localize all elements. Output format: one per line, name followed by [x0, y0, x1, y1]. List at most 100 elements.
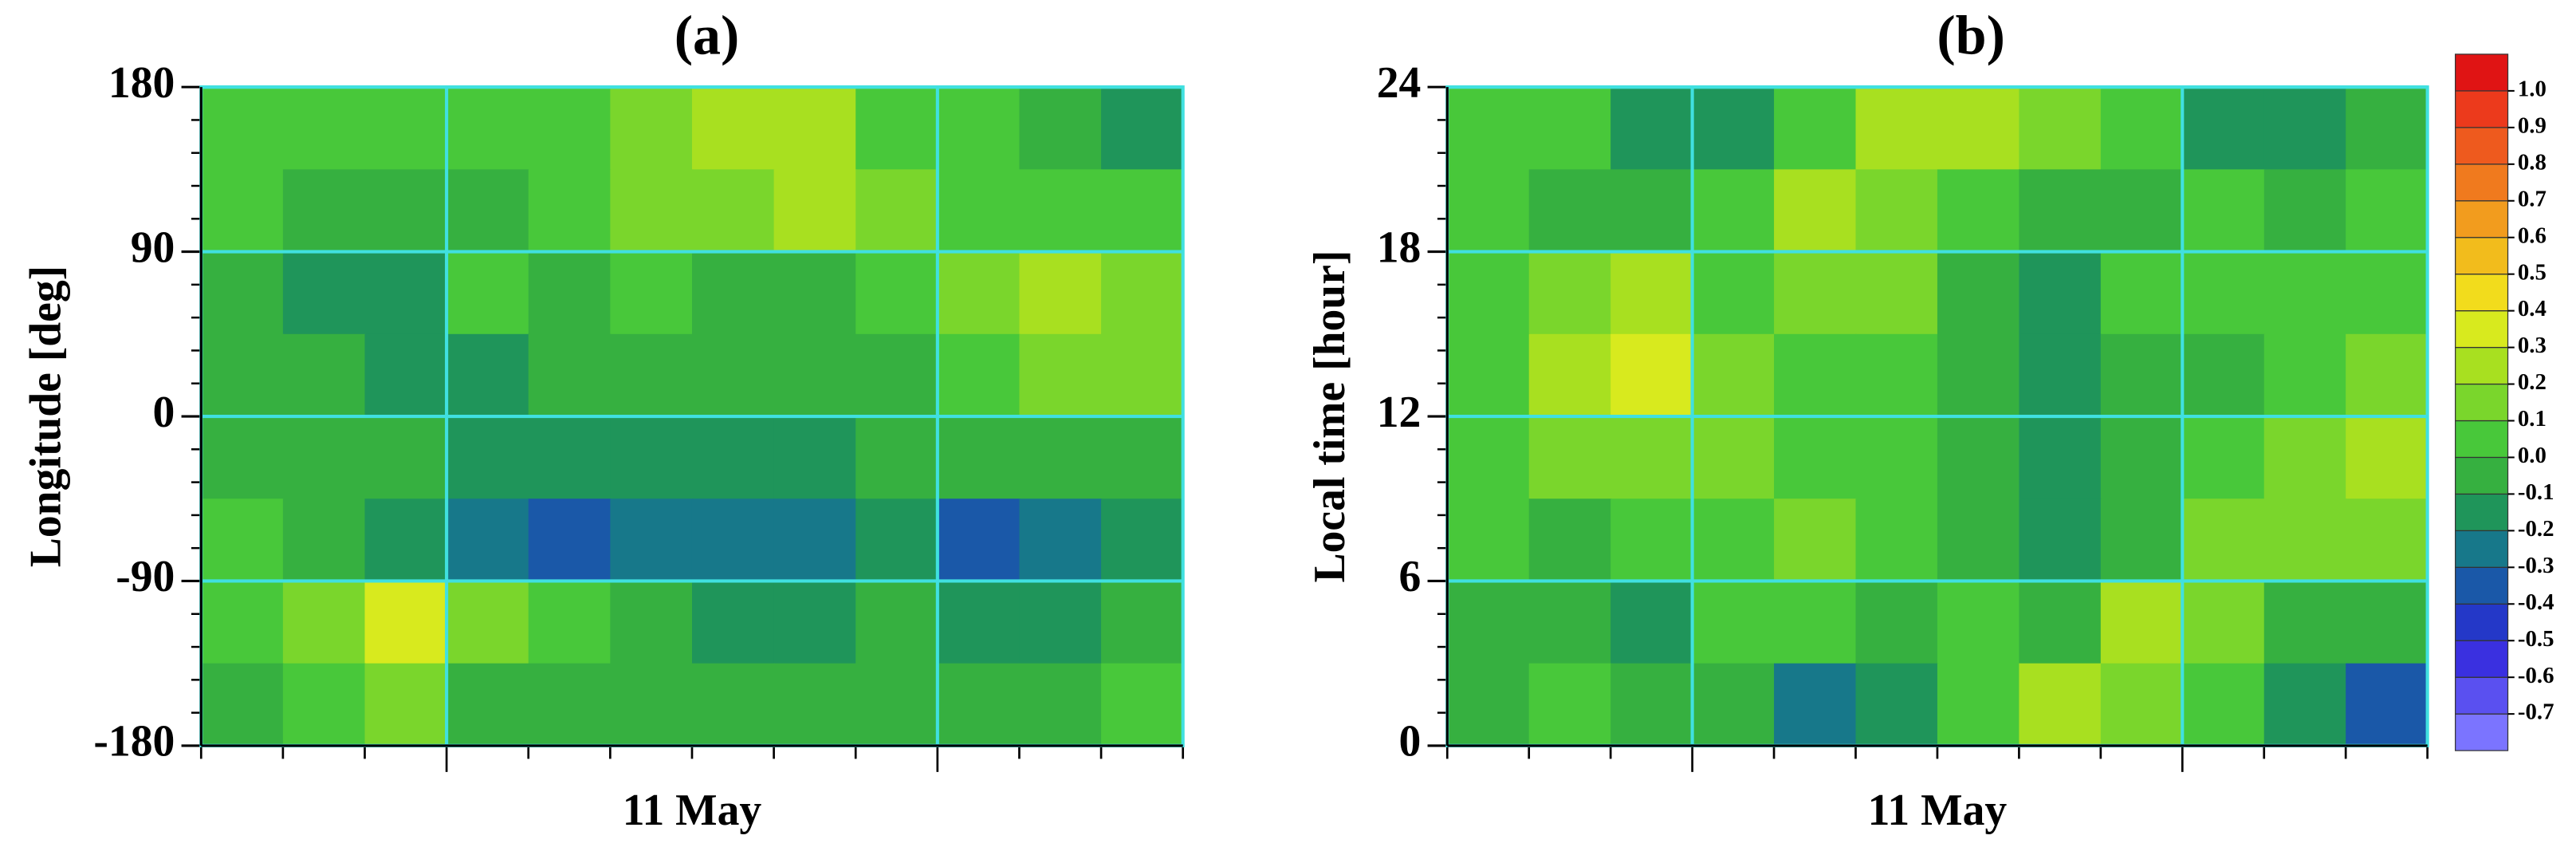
heat-cell	[937, 333, 1021, 418]
colorbar-label: 0.4	[2518, 296, 2547, 321]
heat-cell	[1774, 663, 1857, 747]
heat-cell	[2346, 333, 2429, 418]
colorbar-box	[2455, 493, 2509, 531]
heat-cell	[201, 251, 285, 336]
heat-cell	[691, 663, 775, 747]
heat-cell	[282, 87, 366, 171]
colorbar-label: -0.5	[2518, 626, 2554, 652]
heat-cell	[1855, 169, 1939, 253]
panel-title: (b)	[1937, 6, 2005, 67]
heat-cell	[610, 498, 694, 582]
heat-cell	[364, 333, 448, 418]
heat-cell	[2263, 87, 2347, 171]
heat-cell	[1855, 663, 1939, 747]
heat-cell	[201, 87, 285, 171]
y-tick-label: 24	[1377, 58, 1422, 108]
x-axis-label: 11 May	[1868, 786, 2008, 835]
heat-cell	[282, 416, 366, 500]
colorbar-box	[2455, 310, 2509, 349]
colorbar-label: -0.1	[2518, 479, 2554, 505]
heat-cell	[855, 87, 939, 171]
colorbar-box	[2455, 566, 2509, 605]
heat-cell	[2263, 581, 2347, 664]
colorbar-label: 0.1	[2518, 406, 2547, 431]
colorbar-label: 0.9	[2518, 112, 2547, 138]
heat-cell	[1937, 581, 2020, 664]
heat-cell	[855, 333, 939, 418]
heat-cell	[2100, 663, 2184, 747]
heat-cell	[1774, 416, 1857, 500]
heat-cell	[855, 581, 939, 664]
heat-cell	[1447, 333, 1530, 418]
heat-cell	[1019, 87, 1103, 171]
heat-cell	[855, 498, 939, 582]
heat-cell	[691, 87, 775, 171]
heat-cell	[1692, 416, 1776, 500]
heat-cell	[2182, 251, 2265, 336]
y-tick-label: -180	[93, 717, 175, 766]
heat-cell	[528, 333, 612, 418]
heat-cell	[1447, 169, 1530, 253]
heat-cell	[2100, 251, 2184, 336]
heat-cell	[364, 87, 448, 171]
heat-cell	[937, 251, 1021, 336]
heat-cell	[610, 251, 694, 336]
colorbar-box	[2455, 676, 2509, 715]
y-tick-label: 0	[153, 388, 175, 437]
y-tick-label: 90	[131, 223, 175, 272]
y-tick-label: 0	[1399, 717, 1422, 766]
heat-cell	[2100, 498, 2184, 582]
heat-cell	[1692, 251, 1776, 336]
heat-cell	[1447, 251, 1530, 336]
heat-cell	[446, 498, 529, 582]
heat-cell	[201, 416, 285, 500]
colorbar-label: -0.3	[2518, 553, 2554, 578]
colorbar-label: 0.5	[2518, 259, 2547, 285]
heat-cell	[1101, 581, 1184, 664]
heat-cell	[1447, 416, 1530, 500]
heat-cell	[446, 581, 529, 664]
x-axis-label: 11 May	[623, 786, 762, 835]
heat-cell	[937, 87, 1021, 171]
heat-cell	[2019, 169, 2102, 253]
heat-cell	[2100, 581, 2184, 664]
y-axis-label: Local time [hour]	[1305, 250, 1355, 583]
heat-cell	[1855, 333, 1939, 418]
heat-cell	[937, 498, 1021, 582]
colorbar-box	[2455, 383, 2509, 422]
heat-cell	[1774, 581, 1857, 664]
heat-cell	[2346, 663, 2429, 747]
heat-cell	[773, 333, 857, 418]
heat-cell	[1101, 169, 1184, 253]
heat-cell	[446, 416, 529, 500]
heat-cell	[2019, 251, 2102, 336]
heat-cell	[528, 251, 612, 336]
heat-cell	[1610, 581, 1693, 664]
heat-cell	[2346, 581, 2429, 664]
colorbar-label: 0.7	[2518, 186, 2547, 211]
heat-cell	[1855, 581, 1939, 664]
heat-cell	[201, 498, 285, 582]
colorbar-label: 1.0	[2518, 77, 2547, 102]
heat-cell	[1774, 498, 1857, 582]
heat-cell	[1692, 581, 1776, 664]
heat-cell	[1610, 663, 1693, 747]
heat-cell	[773, 87, 857, 171]
heat-cell	[2263, 251, 2347, 336]
colorbar-label: 0.0	[2518, 443, 2547, 468]
heat-cell	[610, 663, 694, 747]
heat-cell	[855, 251, 939, 336]
heat-cell	[691, 333, 775, 418]
heat-cell	[610, 333, 694, 418]
heat-cell	[1937, 251, 2020, 336]
heat-cell	[1101, 663, 1184, 747]
heat-cell	[1019, 333, 1103, 418]
colorbar-box	[2455, 164, 2509, 202]
heat-cell	[528, 87, 612, 171]
heat-cell	[773, 498, 857, 582]
heat-cell	[1774, 87, 1857, 171]
heat-cell	[2346, 87, 2429, 171]
heat-cell	[1610, 498, 1693, 582]
heat-cell	[2019, 581, 2102, 664]
heat-cell	[691, 169, 775, 253]
